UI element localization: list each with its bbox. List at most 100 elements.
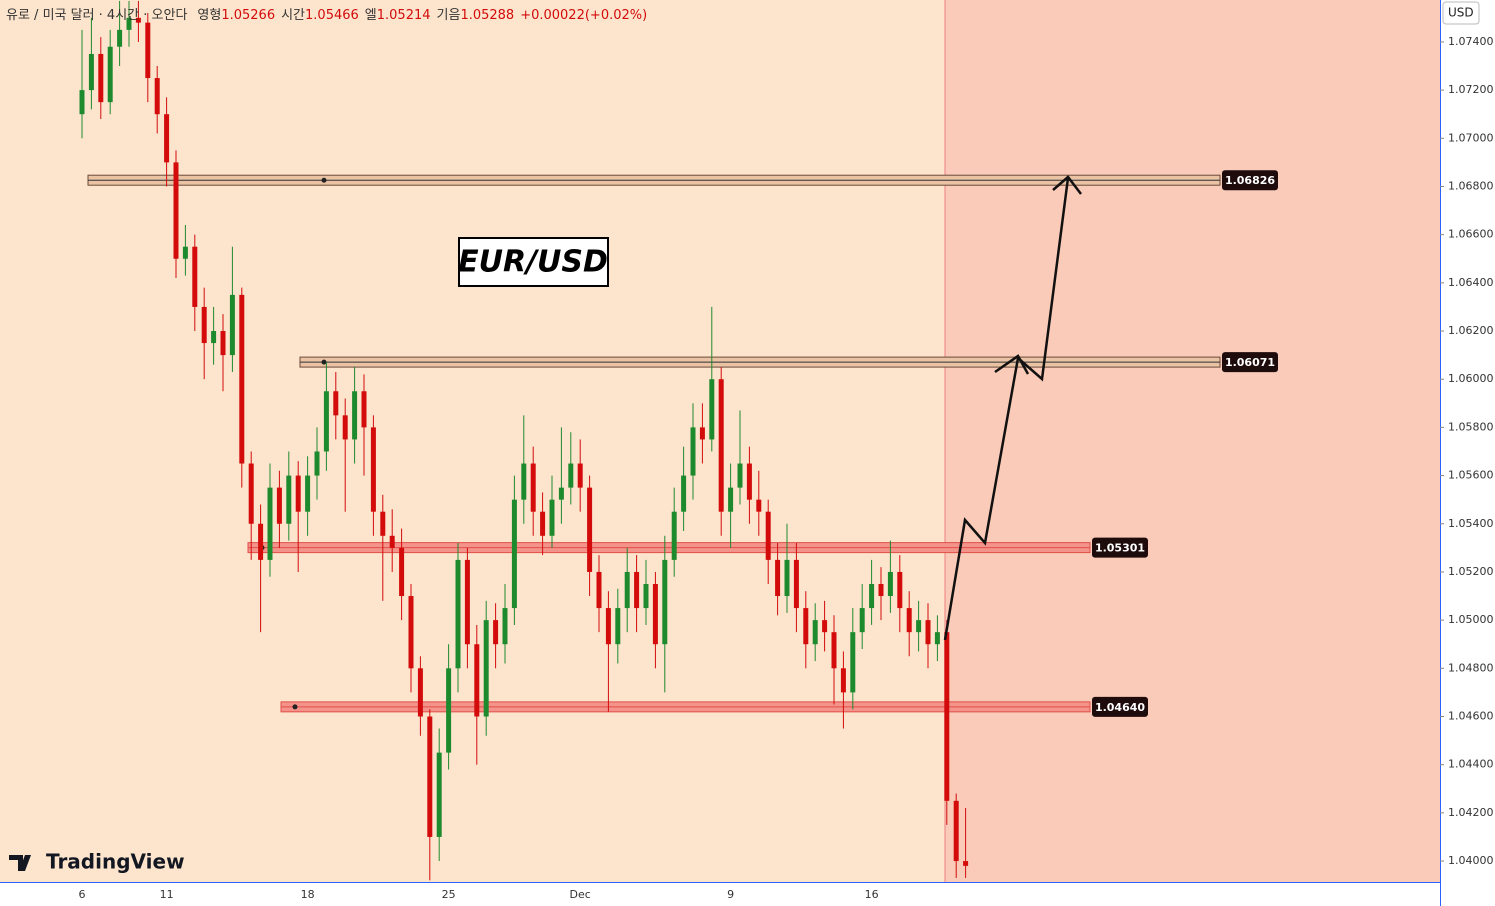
candle-body (643, 583, 649, 609)
candle-body (634, 571, 640, 609)
candle-body (154, 78, 160, 115)
price-axis-bg (1440, 0, 1495, 906)
candle-body (699, 427, 705, 440)
candle-body (211, 331, 217, 344)
candle-body (925, 620, 931, 645)
candle-body (417, 668, 423, 717)
y-tick-label: 1.05200 (1448, 565, 1494, 578)
ohlc-label: 엘 (364, 8, 377, 23)
y-tick-label: 1.04200 (1448, 806, 1494, 819)
y-tick-label: 1.04600 (1448, 709, 1494, 722)
highlight-zone (945, 0, 1440, 882)
candle-body (605, 608, 611, 645)
time-axis-bg (0, 882, 1440, 906)
level-label: 1.04640 (1095, 701, 1145, 714)
candle-body (229, 294, 235, 356)
candles (79, 0, 969, 881)
candle-body (662, 559, 668, 645)
y-tick-label: 1.06200 (1448, 324, 1494, 337)
y-tick-label: 1.06000 (1448, 372, 1494, 385)
y-tick-label: 1.04400 (1448, 758, 1494, 771)
candle-body (258, 523, 264, 560)
candle-body (511, 499, 517, 609)
ohlc-value: 1.05288 (460, 8, 515, 23)
level-label: 1.06071 (1225, 356, 1275, 369)
candle-body (427, 716, 433, 837)
candle-body (624, 571, 630, 609)
y-tick-label: 1.04000 (1448, 854, 1494, 867)
candle-body (201, 306, 207, 344)
y-tick-label: 1.04800 (1448, 661, 1494, 674)
candle-body (380, 511, 386, 536)
candle-body (906, 608, 912, 633)
candle-body (963, 861, 969, 866)
candle-body (408, 596, 414, 669)
candle-body (455, 559, 461, 669)
candle-body (436, 752, 442, 837)
candle-body (916, 620, 922, 633)
candle-body (135, 17, 141, 23)
y-tick-label: 1.07000 (1448, 131, 1494, 144)
y-tick-label: 1.06800 (1448, 179, 1494, 192)
x-tick-label: 25 (442, 888, 456, 901)
candle-body (502, 608, 508, 645)
candle-body (530, 463, 536, 512)
candle-body (276, 487, 282, 524)
candle-body (248, 463, 254, 524)
level-label: 1.05301 (1095, 542, 1145, 555)
candle-body (79, 90, 85, 115)
candle-body (568, 463, 574, 488)
candle-body (446, 668, 452, 753)
candle-body (850, 632, 856, 693)
candle-body (342, 415, 348, 440)
candle-body (803, 608, 809, 645)
candle-body (953, 800, 959, 862)
candle-body (88, 53, 94, 91)
level-label: 1.06826 (1225, 174, 1275, 187)
candle-body (361, 391, 367, 428)
ohlc-value: 1.05266 (221, 8, 276, 23)
candle-body (323, 391, 329, 452)
chart-title: EUR/USD (458, 245, 608, 280)
candle-body (164, 114, 170, 163)
y-tick-label: 1.05000 (1448, 613, 1494, 626)
candle-body (671, 511, 677, 560)
candle-body (126, 17, 132, 30)
level-label-box (1222, 170, 1278, 191)
candle-body (333, 391, 339, 416)
projection-arrowhead (994, 354, 1030, 375)
candle-body (709, 379, 715, 440)
levels: 1.06826 1.06071 1.05301 1.04640 (87, 170, 1278, 717)
candle-body (887, 571, 893, 597)
candle-body (370, 427, 376, 512)
candle-body (182, 246, 188, 259)
candle-body (840, 668, 846, 693)
level-label-box (1092, 696, 1148, 717)
projection-arrowhead (1052, 175, 1082, 195)
candle-body (728, 487, 734, 512)
candle-body (793, 559, 799, 609)
symbol: 유로 / 미국 달러 · 4시간 · 오안다 (6, 8, 188, 23)
candle-body (690, 427, 696, 476)
y-tick-label: 1.07200 (1448, 83, 1494, 96)
candle-body (934, 632, 940, 645)
currency: USD (1448, 6, 1474, 20)
candle-body (107, 46, 113, 103)
x-tick-label: 9 (727, 888, 734, 901)
watermark: TradingView (46, 850, 185, 874)
x-tick-label: 6 (79, 888, 86, 901)
projection-path (943, 177, 1070, 641)
ohlc-value: 1.05466 (305, 8, 359, 23)
candle-body (173, 162, 179, 259)
status-line: 유로 / 미국 달러 · 4시간 · 오안다 영형1.05266 시간1.05466… (6, 4, 653, 23)
candle-body (944, 632, 950, 801)
candle-body (352, 391, 358, 440)
candle-body (98, 53, 104, 103)
candle-body (521, 463, 527, 500)
level-label-box (1222, 352, 1278, 373)
candle-body (389, 535, 395, 548)
candle-body (737, 463, 743, 488)
candle-body (399, 547, 405, 597)
level-label-box (1092, 537, 1148, 558)
